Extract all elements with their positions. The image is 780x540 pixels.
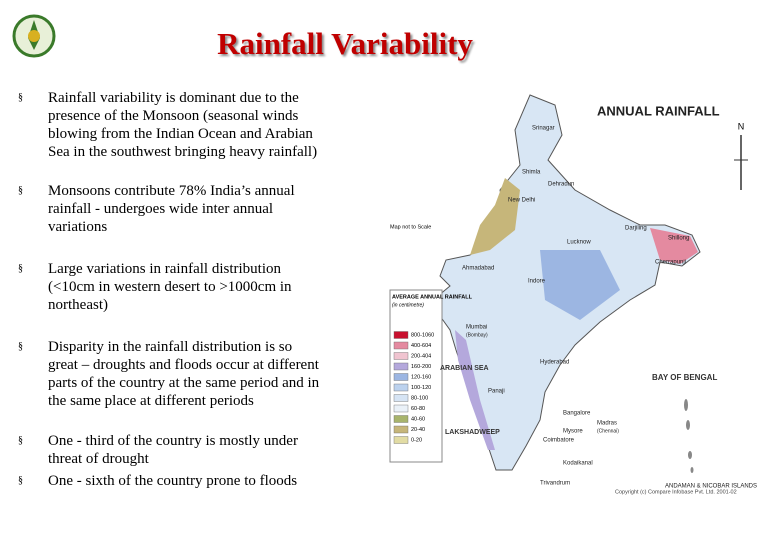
place-label: (Bombay): [466, 332, 488, 338]
legend-swatch: [393, 352, 409, 360]
legend-swatch: [393, 415, 409, 423]
place-label: Trivandrum: [540, 481, 570, 487]
place-label: Dehradun: [548, 182, 574, 188]
bullet-line: One - third of the country is mostly und…: [48, 433, 298, 449]
bullet-line: northeast): [48, 297, 108, 313]
bullet: § Monsoons contribute 78% India’s annual r…: [18, 182, 295, 236]
bullet-marker: §: [18, 435, 23, 446]
bullet-marker: §: [18, 341, 23, 352]
northeast-zone: [650, 228, 698, 264]
bullet-line: presence of the Monsoon (seasonal winds: [48, 108, 299, 124]
place-label: New Delhi: [508, 198, 535, 204]
place-label: Madras: [597, 421, 617, 427]
place-label: Darjiling: [625, 226, 647, 232]
place-label: Shimla: [522, 170, 541, 176]
legend-label: 100-120: [411, 385, 431, 391]
place-label: Srinagar: [532, 126, 555, 132]
west-coast-zone: [455, 330, 495, 450]
map-title: ANNUAL RAINFALL: [597, 103, 720, 118]
place-label: LAKSHADWEEP: [445, 429, 500, 436]
bullet-line: Monsoons contribute 78% India’s annual: [48, 183, 295, 199]
legend-label: 60-80: [411, 406, 425, 412]
andaman-islands: [684, 399, 694, 473]
legend-title: AVERAGE ANNUAL RAINFALL: [392, 294, 473, 300]
place-label: Shillong: [668, 236, 689, 242]
bullet-line: great – droughts and floods occur at dif…: [48, 357, 319, 373]
place-label: Lucknow: [567, 240, 591, 246]
bullet-line: Large variations in rainfall distributio…: [48, 261, 281, 277]
legend-swatch: [393, 362, 409, 371]
legend-swatch: [393, 425, 409, 434]
legend-label: 200-404: [411, 353, 431, 359]
place-label: BAY OF BENGAL: [652, 373, 717, 382]
legend-swatch: [393, 404, 409, 413]
bullet: § One - third of the country is mostly un…: [18, 432, 298, 468]
legend-swatch: [393, 394, 409, 402]
place-label: Mumbai: [466, 325, 487, 331]
bullet-marker: §: [18, 263, 23, 274]
bullet-marker: §: [18, 475, 23, 486]
legend-label: 800-1060: [411, 332, 434, 338]
bullet-line: (<10cm in western desert to >1000cm in: [48, 279, 292, 295]
legend-label: 40-60: [411, 416, 425, 422]
place-label: Coimbatore: [543, 438, 575, 444]
bullet: § Large variations in rainfall distributi…: [18, 260, 292, 314]
bullet-marker: §: [18, 185, 23, 196]
bullet: § One - sixth of the country prone to flo…: [18, 472, 297, 490]
place-label: ARABIAN SEA: [440, 365, 489, 372]
bullet-line: blowing from the Indian Ocean and Arabia…: [48, 126, 313, 142]
legend-swatch: [393, 341, 409, 350]
legend-label: 120-160: [411, 374, 431, 380]
legend-swatch: [393, 373, 409, 381]
north-label: N: [738, 121, 745, 131]
bullet-line: parts of the country at the same period …: [48, 375, 320, 391]
map-note: Map not to Scale: [390, 224, 431, 230]
legend-swatch: [393, 383, 409, 392]
bullet: § Rainfall variability is dominant due to…: [18, 89, 317, 161]
place-label: Kodaikanal: [563, 461, 593, 467]
bullet-line: the same place at different periods: [48, 393, 254, 409]
place-label: Cherrapunji: [655, 260, 686, 266]
legend-label: 400-604: [411, 343, 431, 349]
bullet-marker: §: [18, 92, 23, 103]
place-label: Ahmadabad: [462, 266, 494, 272]
bullet-line: Rainfall variability is dominant due to …: [48, 90, 299, 106]
bullet-line: Sea in the southwest bringing heavy rain…: [48, 144, 318, 160]
bullet-line: Disparity in the rainfall distribution i…: [48, 339, 293, 355]
legend-swatch: [393, 331, 409, 339]
legend-label: 0-20: [411, 437, 422, 443]
bullet-line: One - sixth of the country prone to floo…: [48, 473, 298, 489]
place-label: Mysore: [563, 429, 583, 435]
central-zone: [540, 250, 620, 320]
bullet: § Disparity in the rainfall distribution …: [18, 338, 319, 410]
place-label: Bangalore: [563, 411, 591, 417]
legend-unit: (in centimetre): [392, 302, 424, 308]
slide-title: Rainfall Variability: [217, 26, 473, 61]
north-arrow: [734, 135, 748, 190]
bullet-line: threat of drought: [48, 451, 149, 467]
legend-label: 160-200: [411, 364, 431, 370]
place-label: Indore: [528, 279, 546, 285]
bullet-line: rainfall - undergoes wide inter annual: [48, 201, 274, 217]
logo: [12, 14, 56, 58]
legend-swatch: [393, 436, 409, 444]
place-label: ANDAMAN & NICOBAR ISLANDS: [665, 484, 757, 490]
legend-label: 80-100: [411, 395, 428, 401]
desert-zone: [470, 178, 520, 255]
place-label: Hyderabad: [540, 360, 569, 366]
place-label: (Chennai): [597, 428, 619, 434]
place-label: Panaji: [488, 389, 505, 395]
legend-label: 20-40: [411, 427, 425, 433]
bullet-line: variations: [48, 219, 108, 235]
copyright: Copyright (c) Compare Infobase Pvt. Ltd.…: [615, 489, 737, 495]
